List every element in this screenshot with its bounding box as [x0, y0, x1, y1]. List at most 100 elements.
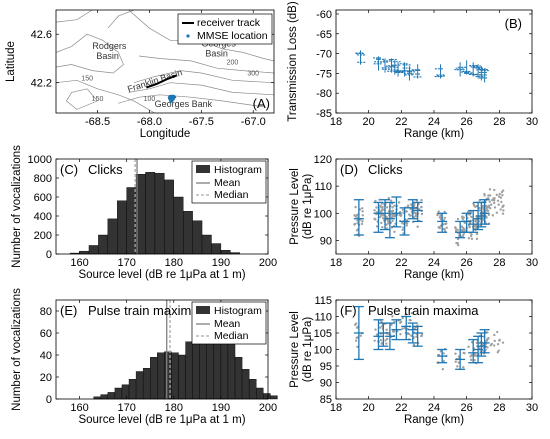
y-tick-label: 100: [314, 208, 332, 220]
panel-b-transmission-loss: 18 20 22 24 26 28 30 -85 -80 -75 -70 -65 -60 Range (k…: [287, 1, 538, 140]
pressure-point: [486, 331, 489, 334]
y-tick-label: 0: [46, 394, 52, 406]
pressure-point: [500, 190, 504, 194]
y-tick-label: -70: [316, 49, 332, 61]
pressure-point: [488, 188, 492, 191]
x-tick-label: 180: [165, 402, 183, 414]
panel-annotation: Clicks: [368, 162, 403, 177]
pressure-point: [405, 222, 409, 225]
pressure-point: [373, 217, 376, 221]
pressure-point: [416, 225, 419, 228]
histogram-bar: [220, 249, 231, 255]
pressure-point: [378, 326, 382, 329]
receiver-track-line: [145, 74, 177, 89]
y-tick-label: -85: [316, 108, 332, 120]
histogram-bar: [154, 173, 165, 255]
pressure-point: [443, 210, 446, 214]
pressure-point: [445, 226, 448, 229]
pressure-point: [454, 227, 457, 230]
pressure-point: [499, 208, 502, 211]
pressure-point: [360, 222, 364, 226]
histogram-bar: [142, 368, 151, 400]
histogram-bar: [88, 245, 99, 255]
pressure-point: [442, 352, 445, 355]
histogram-bar: [98, 234, 109, 255]
x-tick-label: 170: [117, 257, 135, 269]
plot-frame: [335, 9, 533, 114]
pressure-point: [456, 365, 459, 368]
panel-label: (F): [340, 303, 357, 318]
y-tick-label: -80: [316, 88, 332, 100]
legend-mmse-label: MMSE location: [197, 30, 268, 42]
pressure-point: [355, 229, 359, 232]
pressure-point: [475, 232, 479, 236]
x-tick-label: 24: [428, 116, 440, 128]
x-tick-label: 26: [461, 402, 473, 414]
y-axis-label: Pressure Level: [289, 311, 301, 388]
histogram-bar: [270, 395, 278, 400]
histogram-bar: [263, 393, 271, 400]
x-axis-label: Source level (dB re 1μPa at 1 m): [78, 414, 245, 426]
pressure-point: [420, 212, 424, 216]
histogram-bar: [79, 250, 90, 255]
pressure-point: [391, 209, 395, 213]
pressure-point: [354, 339, 358, 342]
y-tick-label: 110: [314, 312, 332, 324]
histogram-bar: [248, 379, 257, 400]
pressure-point: [407, 204, 410, 207]
x-tick-label: 26: [461, 257, 473, 269]
plot-frame: [55, 158, 269, 255]
pressure-point: [375, 206, 378, 209]
x-axis-label: Range (km): [404, 414, 464, 426]
pressure-point: [384, 339, 387, 342]
pressure-point: [443, 222, 447, 226]
y-tick-label: -75: [316, 68, 332, 80]
histogram-bar: [234, 357, 243, 400]
pressure-point: [487, 213, 491, 217]
pressure-point: [496, 351, 499, 354]
pressure-point: [495, 330, 499, 334]
legend-track-label: receiver track: [197, 17, 261, 29]
y-tick-label: 100: [314, 345, 332, 357]
histogram-bar: [135, 371, 144, 400]
pressure-point: [496, 343, 500, 346]
pressure-point: [380, 209, 383, 213]
pressure-point: [462, 216, 465, 219]
x-tick-label: 160: [70, 402, 88, 414]
pressure-point: [439, 350, 443, 353]
pressure-point: [405, 224, 408, 227]
pressure-point: [415, 215, 418, 218]
histogram-bar: [128, 379, 137, 400]
pressure-point: [420, 198, 423, 202]
histogram-bar: [256, 387, 264, 400]
pressure-point: [456, 217, 460, 221]
bathymetry-contour: [65, 88, 99, 110]
pressure-point: [356, 219, 359, 222]
pressure-point: [361, 207, 364, 210]
histogram-bar: [100, 394, 109, 400]
pressure-point: [414, 213, 418, 216]
pressure-point: [443, 216, 446, 220]
x-axis-label: Longitude: [140, 128, 191, 140]
panel-label: (C): [60, 162, 78, 177]
pressure-point: [501, 193, 504, 197]
pressure-point: [456, 237, 460, 241]
x-tick-label: 22: [395, 257, 407, 269]
pressure-point: [397, 201, 401, 204]
x-tick-label: 24: [428, 402, 440, 414]
pressure-point: [475, 204, 478, 208]
x-tick-label: 18: [330, 116, 342, 128]
pressure-point: [375, 225, 379, 228]
histogram-bar: [117, 200, 127, 255]
x-tick-label: 28: [493, 116, 505, 128]
legend-histogram-label: Histogram: [214, 164, 262, 176]
y-tick-label: 105: [314, 328, 332, 340]
y-tick-label: 85: [320, 394, 332, 406]
pressure-point: [361, 220, 364, 223]
pressure-point: [375, 333, 379, 336]
pressure-point: [474, 220, 477, 223]
legend-histogram-swatch: [196, 306, 210, 314]
pressure-point: [438, 216, 441, 219]
pressure-point: [382, 217, 385, 220]
